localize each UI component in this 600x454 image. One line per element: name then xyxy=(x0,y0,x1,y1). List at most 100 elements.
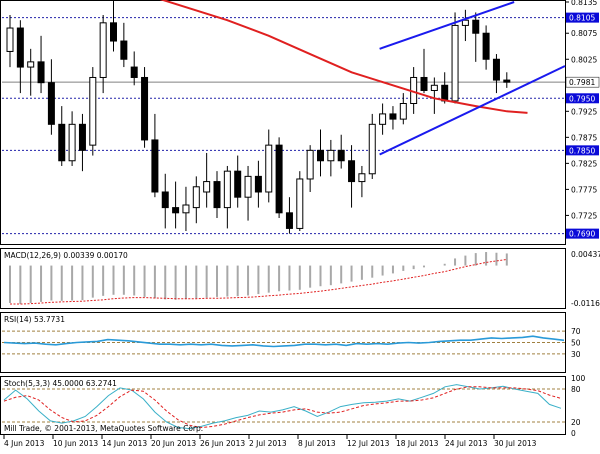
candle[interactable] xyxy=(89,67,97,156)
candle[interactable] xyxy=(58,106,66,166)
candle[interactable] xyxy=(492,54,500,94)
channel-upper-line[interactable] xyxy=(379,1,515,50)
bull-candle-body xyxy=(430,84,438,91)
candle[interactable] xyxy=(213,171,221,219)
bull-candle-body xyxy=(399,103,407,120)
bear-candle-body xyxy=(110,22,117,42)
candle[interactable] xyxy=(151,113,159,198)
candle[interactable] xyxy=(99,15,107,94)
candle[interactable] xyxy=(203,152,211,208)
bull-candle-body xyxy=(306,149,314,180)
level-badge-label: 0.8105 xyxy=(569,14,595,23)
candle[interactable] xyxy=(16,20,24,94)
candle[interactable] xyxy=(420,48,428,94)
candle[interactable] xyxy=(275,137,283,219)
macd-indicator xyxy=(9,252,508,305)
price-scale-label: 0.7725 xyxy=(571,211,597,220)
bear-candle-body xyxy=(78,123,86,151)
trend-channel[interactable] xyxy=(379,1,566,156)
horizontal-levels[interactable] xyxy=(2,17,565,235)
candle[interactable] xyxy=(254,160,262,208)
bull-candle-body xyxy=(379,113,387,125)
candle[interactable] xyxy=(234,155,242,208)
price-scale-label: 0.8135 xyxy=(571,0,597,7)
candle[interactable] xyxy=(120,22,128,68)
candle[interactable] xyxy=(6,15,14,68)
candle[interactable] xyxy=(379,103,387,135)
candle[interactable] xyxy=(472,12,480,62)
bear-candle-body xyxy=(389,113,397,120)
candle[interactable] xyxy=(337,134,345,169)
moving-average[interactable] xyxy=(145,0,528,114)
candle[interactable] xyxy=(37,35,45,94)
bull-candle-body xyxy=(244,175,252,198)
candle[interactable] xyxy=(110,0,117,52)
candle[interactable] xyxy=(441,72,449,104)
current-price-badge xyxy=(565,76,600,88)
level-badge-label: 0.7690 xyxy=(569,230,595,239)
bear-candle-body xyxy=(234,170,242,198)
candle[interactable] xyxy=(306,145,314,192)
candle[interactable] xyxy=(172,181,180,229)
candle[interactable] xyxy=(389,106,397,130)
bear-candle-body xyxy=(441,84,449,102)
candle[interactable] xyxy=(327,139,335,177)
candle[interactable] xyxy=(358,165,366,198)
date-label: 26 Jun 2013 xyxy=(200,439,245,448)
stoch-scale-label: 0 xyxy=(571,429,576,438)
candle[interactable] xyxy=(461,9,469,42)
candle[interactable] xyxy=(223,165,231,229)
stoch-pane-frame xyxy=(0,376,566,435)
candle[interactable] xyxy=(68,111,76,166)
level-badge xyxy=(566,12,599,23)
macd-signal-line xyxy=(10,259,507,305)
moving-average-line[interactable] xyxy=(145,0,528,114)
price-scale-label: 0.7875 xyxy=(571,133,597,142)
candle[interactable] xyxy=(482,25,490,70)
level-badge xyxy=(566,93,599,104)
stoch-label: Stoch(5,3,3) 45.0000 63.2741 xyxy=(4,379,117,388)
bull-candle-body xyxy=(368,123,376,175)
bear-candle-body xyxy=(472,19,480,34)
candle[interactable] xyxy=(244,165,252,221)
candle[interactable] xyxy=(451,12,459,104)
level-badge-label: 0.7850 xyxy=(569,146,595,155)
bear-candle-body xyxy=(254,175,262,193)
candle[interactable] xyxy=(130,51,138,86)
candle[interactable] xyxy=(161,173,169,229)
bear-candle-body xyxy=(285,212,293,229)
candle[interactable] xyxy=(348,145,356,208)
channel-lower-line[interactable] xyxy=(379,65,566,156)
candle[interactable] xyxy=(47,59,55,135)
stoch-scale-label: 100 xyxy=(571,374,586,383)
date-label: 30 Jul 2013 xyxy=(494,439,537,448)
candle[interactable] xyxy=(430,77,438,114)
candle[interactable] xyxy=(27,48,35,96)
bear-candle-body xyxy=(120,40,128,60)
date-axis: 4 Jun 2013 10 Jun 2013 14 Jun 2013 20 Jun 2… xyxy=(3,435,537,448)
price-scale-label: 0.8075 xyxy=(571,29,597,38)
candle[interactable] xyxy=(78,113,86,172)
candle[interactable] xyxy=(296,171,304,232)
candle[interactable] xyxy=(192,176,200,224)
candle[interactable] xyxy=(399,93,407,125)
bull-candle-body xyxy=(89,76,97,146)
bear-candle-body xyxy=(161,191,169,209)
date-label: 10 Jun 2013 xyxy=(53,439,98,448)
bear-candle-body xyxy=(151,139,159,193)
candlestick-series[interactable] xyxy=(6,0,511,234)
candle[interactable] xyxy=(285,197,293,234)
candle[interactable] xyxy=(141,67,149,148)
bull-candle-body xyxy=(182,204,190,214)
bear-candle-body xyxy=(130,66,138,78)
candle[interactable] xyxy=(265,129,273,203)
candle[interactable] xyxy=(182,186,190,232)
date-label: 4 Jun 2013 xyxy=(4,439,45,448)
bear-candle-body xyxy=(213,181,221,209)
bear-candle-body xyxy=(47,82,55,125)
candle[interactable] xyxy=(317,129,324,177)
candle[interactable] xyxy=(368,113,376,179)
candle[interactable] xyxy=(503,72,511,88)
